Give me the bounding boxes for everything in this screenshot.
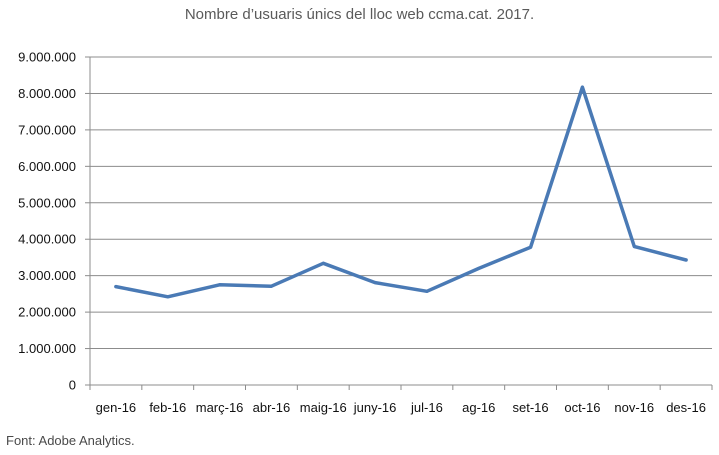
y-tick-label: 2.000.000 <box>18 305 76 320</box>
data-point <box>114 285 118 289</box>
y-tick-label: 5.000.000 <box>18 195 76 210</box>
y-tick-label: 4.000.000 <box>18 232 76 247</box>
data-point <box>684 258 688 262</box>
x-tick-label: nov-16 <box>614 400 654 415</box>
x-tick-label: gen-16 <box>96 400 136 415</box>
x-tick-label: abr-16 <box>253 400 291 415</box>
x-tick-label: maig-16 <box>300 400 347 415</box>
data-point <box>425 289 429 293</box>
x-tick-label: juny-16 <box>353 400 397 415</box>
x-tick-label: ag-16 <box>462 400 495 415</box>
data-point <box>269 284 273 288</box>
chart-title: Nombre d’usuaris únics del lloc web ccma… <box>184 6 535 23</box>
y-tick-label: 0 <box>69 378 76 393</box>
y-tick-label: 9.000.000 <box>18 50 76 65</box>
data-point <box>373 281 377 285</box>
data-point <box>218 283 222 287</box>
y-tick-label: 6.000.000 <box>18 159 76 174</box>
y-axis: 0 1.000.000 2.000.000 3.000.000 4.000.000 5.0… <box>18 50 91 393</box>
series-layer <box>114 85 688 299</box>
data-point <box>477 266 481 270</box>
x-axis: gen-16 feb-16 març-16 abr-16 maig-16 juny-16 j… <box>89 384 713 415</box>
data-point <box>166 295 170 299</box>
y-tick-label: 8.000.000 <box>18 86 76 101</box>
x-tick-label: oct-16 <box>564 400 600 415</box>
y-tick-label: 1.000.000 <box>18 341 76 356</box>
y-tick-label: 3.000.000 <box>18 268 76 283</box>
data-point <box>580 85 584 89</box>
x-tick-label: des-16 <box>666 400 706 415</box>
x-tick-label: març-16 <box>196 400 244 415</box>
series-line <box>114 85 688 299</box>
data-point <box>529 245 533 249</box>
data-point <box>632 245 636 249</box>
x-tick-label: feb-16 <box>149 400 186 415</box>
gridlines <box>90 56 712 350</box>
source-note: Font: Adobe Analytics. <box>6 433 135 448</box>
x-tick-label: jul-16 <box>410 400 443 415</box>
x-tick-label: set-16 <box>513 400 549 415</box>
data-point <box>321 261 325 265</box>
y-tick-label: 7.000.000 <box>18 122 76 137</box>
